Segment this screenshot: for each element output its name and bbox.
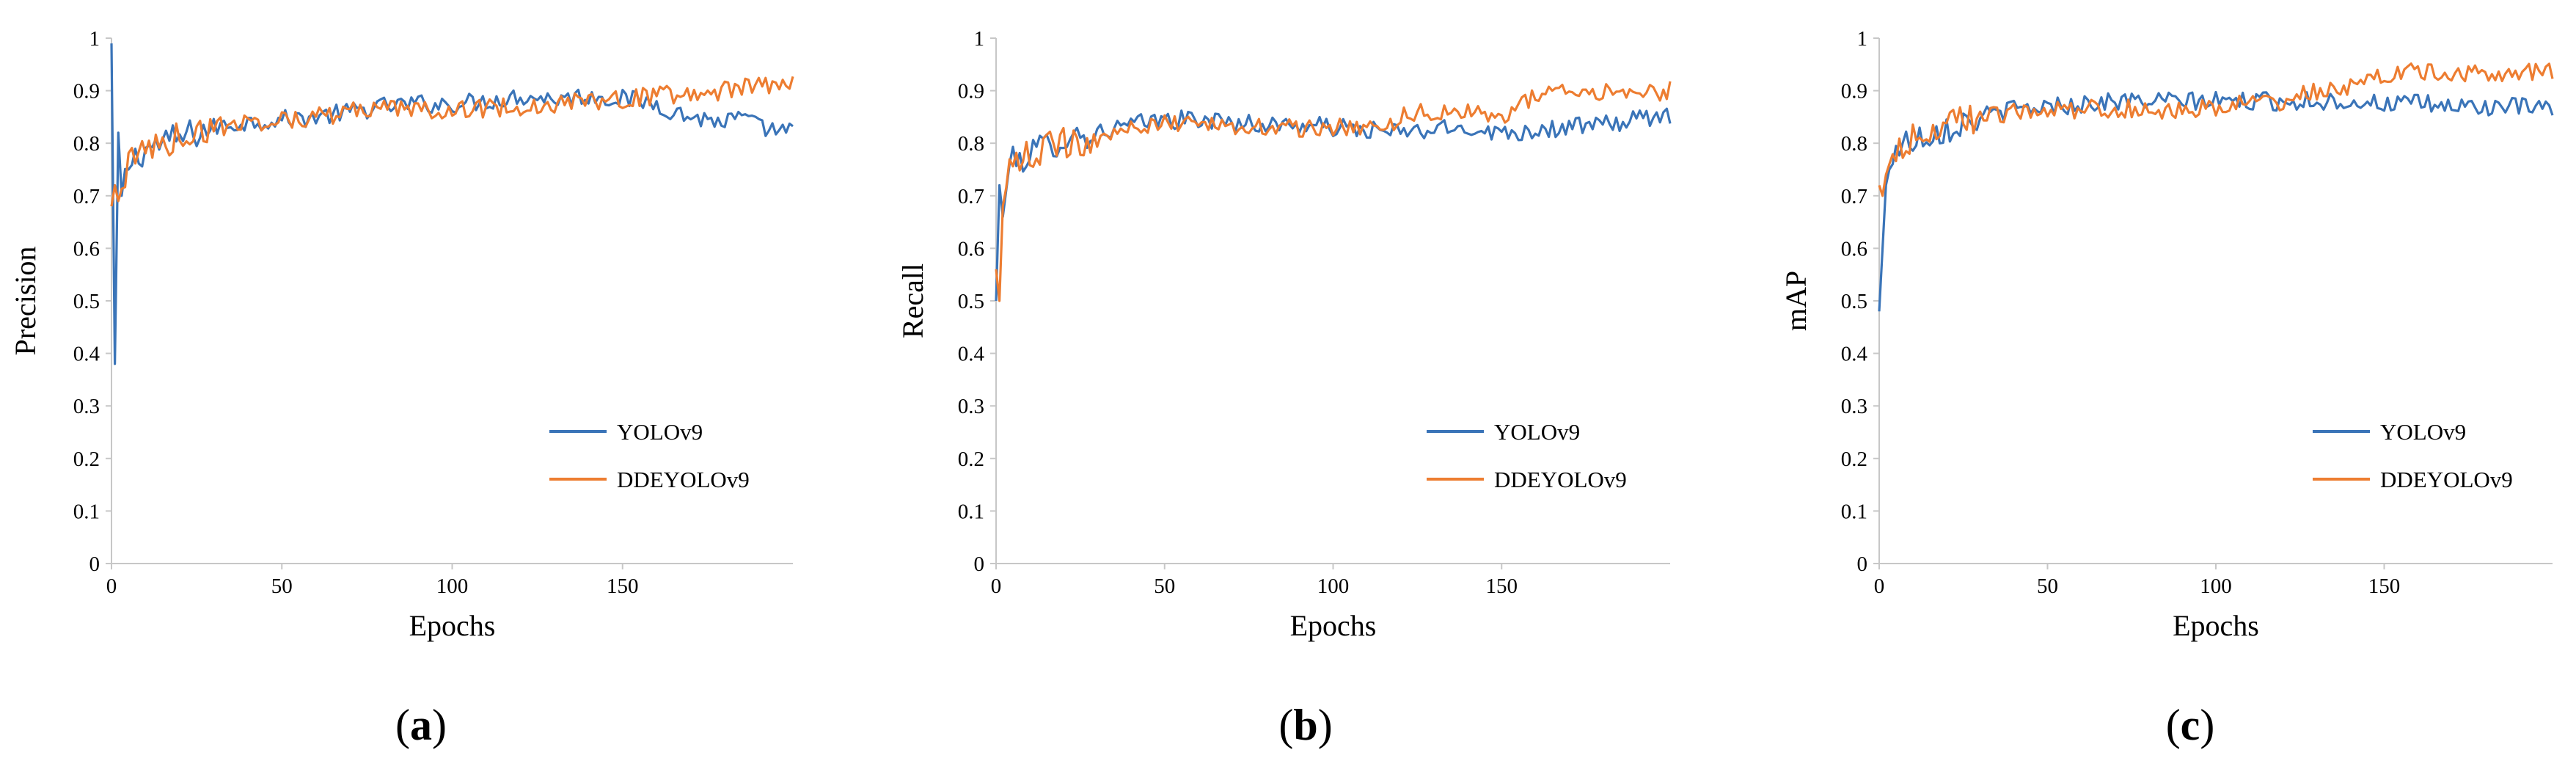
y-tick-label: 0.1 (958, 500, 984, 523)
y-tick-label: 0.8 (73, 132, 100, 156)
y-tick-label: 0.4 (958, 343, 985, 366)
y-tick-label: 0.5 (73, 290, 100, 313)
legend-label: DDEYOLOv9 (2380, 467, 2513, 492)
y-tick-label: 0.4 (1841, 343, 1868, 366)
series-line-yolov9 (1878, 90, 2554, 312)
y-tick-label: 0.9 (73, 80, 100, 103)
y-tick-label: 0.6 (73, 237, 100, 260)
series-line-yolov9 (110, 43, 794, 365)
y-tick-label: 0.9 (1841, 80, 1867, 103)
y-tick-label: 0 (89, 553, 100, 576)
chart-panel-c: 0 0.1 0.2 0.3 0.4 0.5 0.6 0.7 0.8 0.9 1 0 50 100 150 Ep… (1779, 27, 2554, 749)
y-tick-label: 0.8 (958, 132, 984, 156)
y-tick-label: 0.2 (1841, 448, 1867, 471)
y-tick-label: 0.7 (73, 185, 100, 208)
x-tick-label: 0 (1874, 575, 1885, 598)
legend-label: DDEYOLOv9 (1494, 467, 1627, 492)
y-tick-label: 0 (1857, 553, 1868, 576)
panel-label: (c) (2166, 701, 2215, 749)
y-tick-label: 0.3 (1841, 395, 1867, 418)
chart-panel-a: 0 0.1 0.2 0.3 0.4 0.5 0.6 0.7 0.8 0.9 1 0 50 100 150 Ep… (9, 27, 794, 749)
y-tick-label: 0 (974, 553, 985, 576)
y-tick-label: 0.3 (73, 395, 100, 418)
x-tick-label: 100 (2200, 575, 2232, 598)
x-tick-label: 100 (436, 575, 469, 598)
x-tick-label: 150 (2368, 575, 2401, 598)
legend-label: YOLOv9 (2380, 419, 2466, 445)
y-tick-label: 0.7 (958, 185, 984, 208)
panel-label: (a) (395, 701, 447, 749)
x-axis-title: Epochs (2173, 609, 2259, 642)
legend-label: YOLOv9 (617, 419, 703, 445)
y-tick-label: 0.5 (958, 290, 984, 313)
x-tick-label: 150 (1486, 575, 1518, 598)
y-tick-label: 0.2 (73, 448, 100, 471)
x-tick-label: 100 (1317, 575, 1350, 598)
y-tick-label: 1 (89, 27, 100, 51)
y-tick-label: 0.7 (1841, 185, 1867, 208)
legend-label: YOLOv9 (1494, 419, 1580, 445)
y-tick-label: 0.5 (1841, 290, 1867, 313)
y-tick-label: 0.1 (1841, 500, 1867, 523)
series-line-ddeyolov9 (1878, 62, 2554, 197)
y-axis-title: Recall (896, 263, 929, 338)
y-tick-label: 0.1 (73, 500, 100, 523)
x-tick-label: 150 (607, 575, 639, 598)
y-tick-label: 0.8 (1841, 132, 1867, 156)
y-tick-label: 0.4 (73, 343, 100, 366)
legend-label: DDEYOLOv9 (617, 467, 750, 492)
x-tick-label: 0 (991, 575, 1002, 598)
panel-label: (b) (1278, 701, 1332, 749)
y-tick-label: 0.6 (1841, 237, 1867, 260)
y-tick-label: 0.9 (958, 80, 984, 103)
x-tick-label: 50 (271, 575, 293, 598)
y-tick-label: 0.2 (958, 448, 984, 471)
y-axis-title: Precision (9, 247, 42, 356)
y-tick-label: 0.3 (958, 395, 984, 418)
y-tick-label: 0.6 (958, 237, 984, 260)
x-tick-label: 0 (106, 575, 117, 598)
series-line-ddeyolov9 (995, 81, 1672, 302)
y-tick-label: 1 (974, 27, 985, 51)
y-tick-label: 1 (1857, 27, 1868, 51)
series-line-ddeyolov9 (110, 76, 794, 207)
x-tick-label: 50 (1154, 575, 1175, 598)
chart-panel-b: 0 0.1 0.2 0.3 0.4 0.5 0.6 0.7 0.8 0.9 1 0 50 100 150 Ep… (896, 27, 1672, 749)
x-axis-title: Epochs (409, 609, 496, 642)
y-axis-title: mAP (1779, 271, 1812, 331)
x-tick-label: 50 (2037, 575, 2058, 598)
x-axis-title: Epochs (1290, 609, 1377, 642)
series-line-yolov9 (995, 107, 1672, 302)
